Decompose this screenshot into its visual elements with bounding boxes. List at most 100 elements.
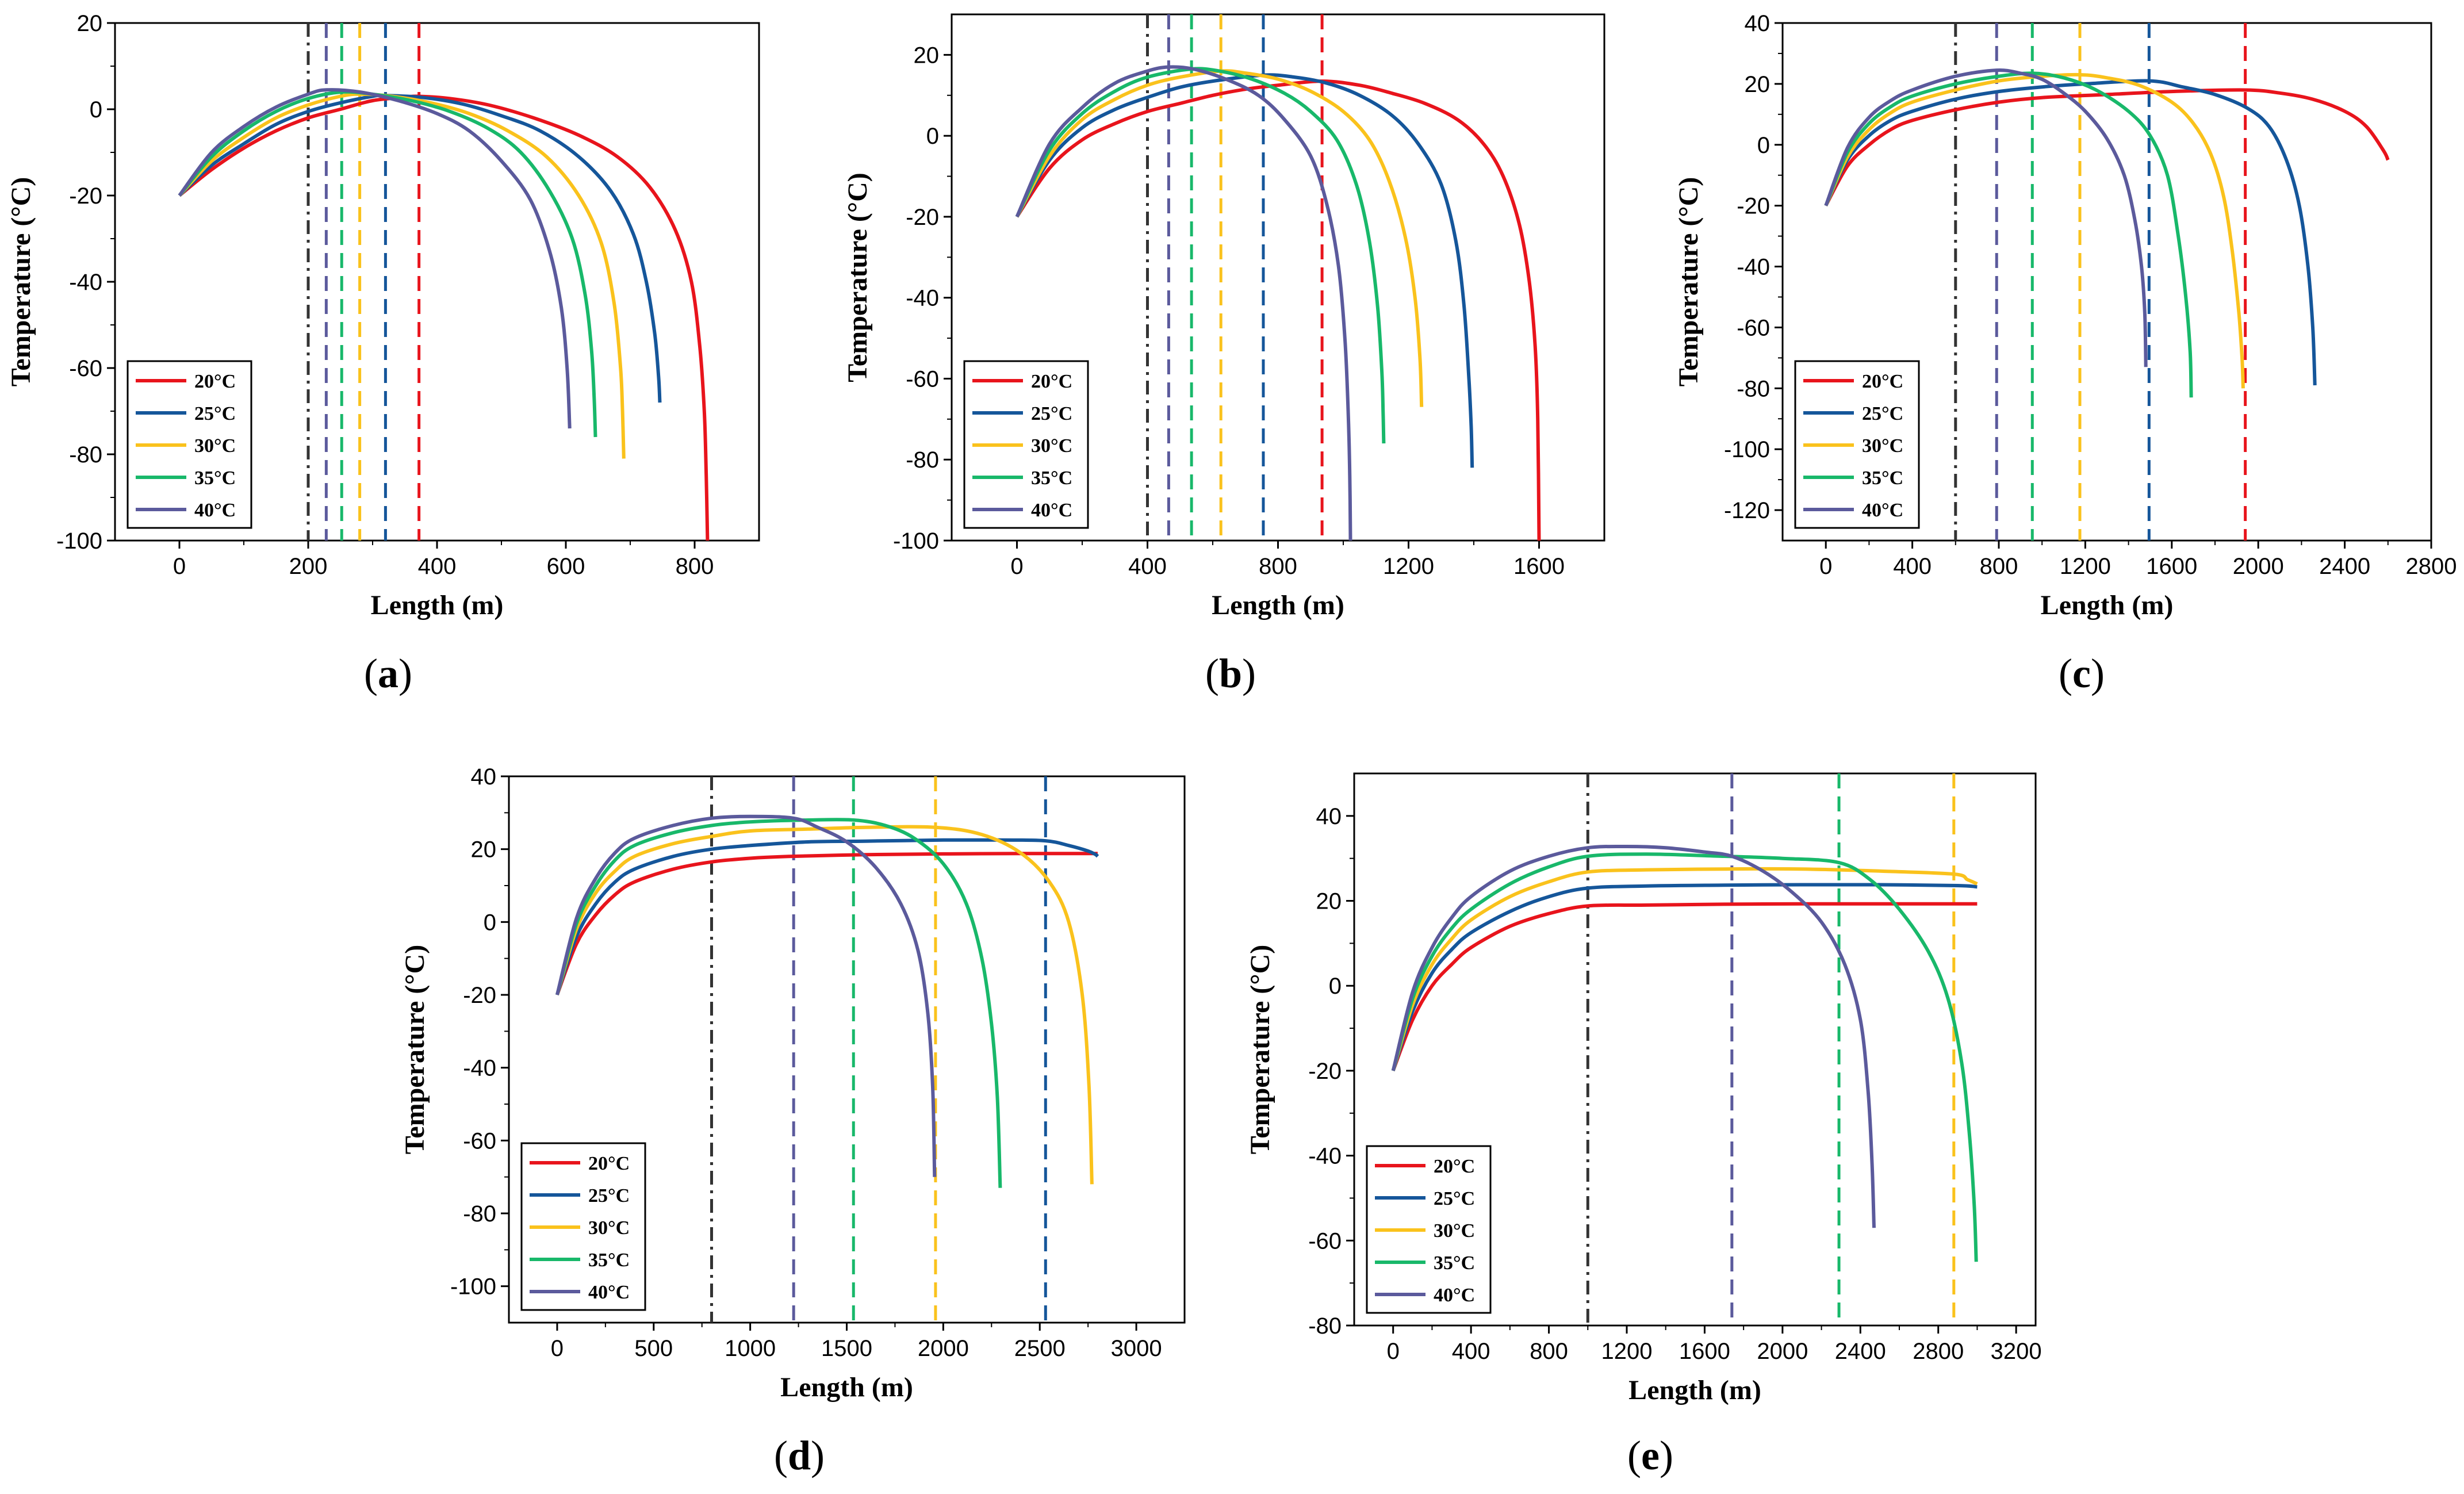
- legend-label: 20°C: [1031, 371, 1072, 392]
- x-tick-label: 1000: [725, 1336, 776, 1361]
- legend-label: 30°C: [194, 435, 236, 457]
- y-tick-label: -80: [463, 1201, 496, 1227]
- x-tick-label: 600: [547, 554, 585, 579]
- y-tick-label: -100: [893, 528, 939, 554]
- x-tick-label: 800: [1980, 554, 2018, 579]
- y-tick-label: -60: [906, 366, 939, 392]
- y-tick-label: -40: [906, 286, 939, 311]
- plot-area: [555, 776, 1099, 1323]
- y-tick-label: 20: [471, 837, 497, 863]
- series-line-T30: [555, 825, 1094, 1185]
- y-tick-label: -40: [1308, 1144, 1342, 1169]
- y-tick-label: 0: [926, 124, 939, 149]
- y-tick-label: 20: [77, 11, 103, 36]
- x-tick-label: 2000: [918, 1336, 969, 1361]
- series-line-T40: [1391, 844, 1876, 1228]
- legend: 20°C 25°C 30°C 35°C 40°C: [1794, 360, 1920, 529]
- x-tick-label: 800: [1259, 554, 1297, 579]
- legend: 20°C 25°C 30°C 35°C 40°C: [127, 360, 252, 529]
- plot-area: [1015, 14, 1541, 541]
- legend-label: 30°C: [1031, 435, 1072, 457]
- panel-label: (d): [774, 1432, 825, 1478]
- x-tick-label: 500: [634, 1336, 673, 1361]
- y-tick-label: -100: [56, 528, 102, 554]
- plot-area: [1824, 23, 2390, 541]
- legend-label: 25°C: [1031, 403, 1072, 424]
- legend: 20°C 25°C 30°C 35°C 40°C: [963, 360, 1089, 529]
- x-tick-label: 2400: [1835, 1339, 1886, 1364]
- y-tick-label: -20: [1737, 194, 1770, 219]
- x-tick-label: 0: [551, 1336, 564, 1361]
- x-tick-label: 400: [418, 554, 457, 579]
- legend-label: 35°C: [194, 468, 236, 489]
- y-tick-label: 20: [914, 43, 940, 68]
- x-tick-label: 1200: [1601, 1339, 1653, 1364]
- y-tick-label: -100: [450, 1274, 496, 1300]
- series-line-T35: [1015, 67, 1386, 444]
- series-line-T25: [178, 93, 662, 403]
- legend-label: 40°C: [1862, 500, 1903, 521]
- x-tick-label: 800: [676, 554, 714, 579]
- y-tick-label: 40: [1316, 804, 1342, 829]
- x-tick-label: 1600: [2146, 554, 2197, 579]
- legend-label: 25°C: [1862, 403, 1903, 424]
- series-line-T35: [178, 90, 597, 438]
- legend: 20°C 25°C 30°C 35°C 40°C: [520, 1142, 646, 1311]
- y-tick-label: 0: [1757, 133, 1770, 158]
- series-line-T20: [555, 852, 1098, 996]
- x-tick-label: 2500: [1014, 1336, 1066, 1361]
- series-line-T40: [178, 88, 572, 429]
- x-tick-label: 2000: [1757, 1339, 1808, 1364]
- x-tick-label: 2800: [2406, 554, 2457, 579]
- x-tick-label: 1600: [1679, 1339, 1730, 1364]
- x-tick-label: 1200: [1383, 554, 1434, 579]
- legend-label: 30°C: [588, 1217, 630, 1239]
- y-tick-label: -60: [69, 356, 102, 381]
- x-tick-label: 0: [1010, 554, 1023, 579]
- legend: 20°C 25°C 30°C 35°C 40°C: [1366, 1145, 1492, 1314]
- legend-label: 40°C: [1031, 500, 1072, 521]
- legend-label: 20°C: [588, 1153, 630, 1174]
- series-line-T35: [1391, 852, 1978, 1262]
- panel-label: (e): [1627, 1432, 1673, 1478]
- series-line-T25: [1824, 79, 2317, 386]
- y-tick-label: -20: [906, 205, 939, 230]
- y-tick-label: -60: [1308, 1228, 1342, 1254]
- plot-area: [178, 23, 710, 541]
- chart-a: 0 200 400 600 800 -100 -80 -60 -40 -20 0 20 Length (…: [6, 11, 760, 696]
- panel-label: (c): [2059, 650, 2105, 696]
- legend-label: 40°C: [194, 500, 236, 521]
- panel-label: (a): [364, 650, 412, 696]
- y-axis-title: Temperature (°C): [1245, 945, 1275, 1154]
- x-tick-label: 800: [1530, 1339, 1568, 1364]
- x-tick-label: 2000: [2233, 554, 2284, 579]
- legend-label: 20°C: [194, 371, 236, 392]
- y-tick-label: -20: [463, 983, 496, 1008]
- y-tick-label: -120: [1724, 498, 1770, 523]
- legend-label: 20°C: [1862, 371, 1903, 392]
- y-tick-label: -80: [906, 447, 939, 473]
- legend-label: 25°C: [1434, 1188, 1475, 1209]
- y-tick-label: -40: [463, 1056, 496, 1081]
- x-axis-title: Length (m): [1212, 590, 1344, 620]
- x-tick-label: 3000: [1111, 1336, 1162, 1361]
- x-tick-label: 2400: [2319, 554, 2370, 579]
- chart-c: 0 400 800 1200 1600 2000 2400 2800-120-100-80-6…: [1673, 11, 2457, 696]
- legend-label: 30°C: [1434, 1220, 1475, 1242]
- x-tick-label: 400: [1893, 554, 1932, 579]
- y-tick-label: -20: [1308, 1059, 1342, 1084]
- series-line-T35: [555, 818, 1002, 1188]
- legend-label: 35°C: [1434, 1252, 1475, 1274]
- legend-label: 30°C: [1862, 435, 1903, 457]
- series-line-T30: [1824, 72, 2245, 389]
- series-line-T25: [555, 838, 1099, 995]
- series-line-T30: [1015, 69, 1424, 407]
- chart-b: 0 400 800 1200 1600 -100 -80 -60 -40 -20 0 20 Length…: [842, 13, 1605, 696]
- series-line-T20: [1016, 79, 1541, 541]
- y-tick-label: -80: [1737, 376, 1770, 401]
- y-tick-label: 40: [471, 764, 497, 790]
- chart-e: 0 400 800 1200 1600 2000 2400 2800 3200-80-60-40…: [1245, 772, 2042, 1478]
- series-line-T30: [178, 92, 626, 459]
- y-tick-label: 0: [484, 910, 496, 935]
- plot-frame: [951, 13, 1605, 542]
